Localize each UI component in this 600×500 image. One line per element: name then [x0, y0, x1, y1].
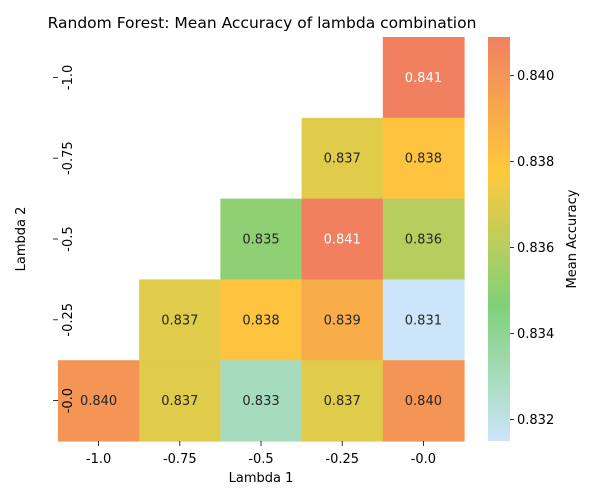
cell-value-label: 0.840 — [405, 394, 442, 409]
heatmap-cell — [139, 279, 221, 361]
cell-value-label: 0.837 — [161, 394, 198, 409]
cell-value-label: 0.831 — [405, 313, 442, 328]
colorbar-ticks: 0.832 0.834 0.836 0.838 0.840 — [510, 69, 554, 428]
heatmap-cell — [382, 279, 465, 361]
heatmap-cell — [58, 360, 140, 442]
cell-value-label: 0.836 — [405, 233, 442, 248]
heatmap-cell — [301, 360, 384, 442]
heatmap-cells: 0.841 0.837 0.838 0.835 0.841 0.836 0.837 0.838… — [58, 37, 465, 442]
heatmap-cell — [301, 198, 384, 280]
x-tick-label: -0.0 — [411, 452, 436, 467]
cell-value-label: 0.837 — [324, 152, 361, 167]
x-axis-ticks: -1.0 -0.75 -0.5 -0.25 -0.0 — [86, 441, 436, 467]
colorbar-tick-label: 0.840 — [517, 69, 554, 84]
x-tick-label: -0.5 — [248, 452, 273, 467]
heatmap-cell — [382, 117, 465, 200]
colorbar-label: Mean Accuracy — [565, 189, 580, 288]
heatmap-cell — [220, 279, 303, 361]
cell-value-label: 0.833 — [242, 394, 279, 409]
y-tick-label: -0.5 — [61, 226, 76, 251]
heatmap-cell — [139, 360, 221, 442]
cell-value-label: 0.837 — [161, 313, 198, 328]
heatmap-cell — [301, 279, 384, 361]
y-tick-label: -1.0 — [61, 65, 76, 90]
cell-value-label: 0.841 — [324, 233, 361, 248]
x-axis-label: Lambda 1 — [229, 471, 294, 486]
heatmap-cell — [301, 117, 384, 200]
colorbar — [488, 37, 510, 441]
x-tick-label: -1.0 — [86, 452, 111, 467]
cell-value-label: 0.838 — [405, 152, 442, 167]
colorbar-tick-label: 0.834 — [517, 327, 554, 342]
heatmap-cell — [220, 360, 303, 442]
cell-value-label: 0.840 — [80, 394, 117, 409]
y-tick-label: -0.25 — [61, 303, 76, 337]
y-axis-label: Lambda 2 — [14, 207, 29, 272]
x-tick-label: -0.25 — [325, 452, 359, 467]
chart-title: Random Forest: Mean Accuracy of lambda c… — [48, 14, 477, 32]
cell-value-label: 0.838 — [242, 313, 279, 328]
colorbar-tick-label: 0.838 — [517, 155, 554, 170]
x-tick-label: -0.75 — [163, 452, 197, 467]
y-tick-label: -0.0 — [61, 388, 76, 413]
heatmap-cell — [220, 198, 303, 280]
cell-value-label: 0.841 — [405, 71, 442, 86]
heatmap-cell — [382, 37, 465, 119]
y-axis-ticks: -1.0 -0.75 -0.5 -0.25 -0.0 — [53, 65, 76, 413]
heatmap-cell — [382, 198, 465, 280]
colorbar-tick-label: 0.836 — [517, 241, 554, 256]
cell-value-label: 0.837 — [324, 394, 361, 409]
heatmap-cell — [382, 360, 465, 442]
cell-value-label: 0.835 — [242, 233, 279, 248]
colorbar-tick-label: 0.832 — [517, 413, 554, 428]
y-tick-label: -0.75 — [61, 141, 76, 175]
cell-value-label: 0.839 — [324, 313, 361, 328]
